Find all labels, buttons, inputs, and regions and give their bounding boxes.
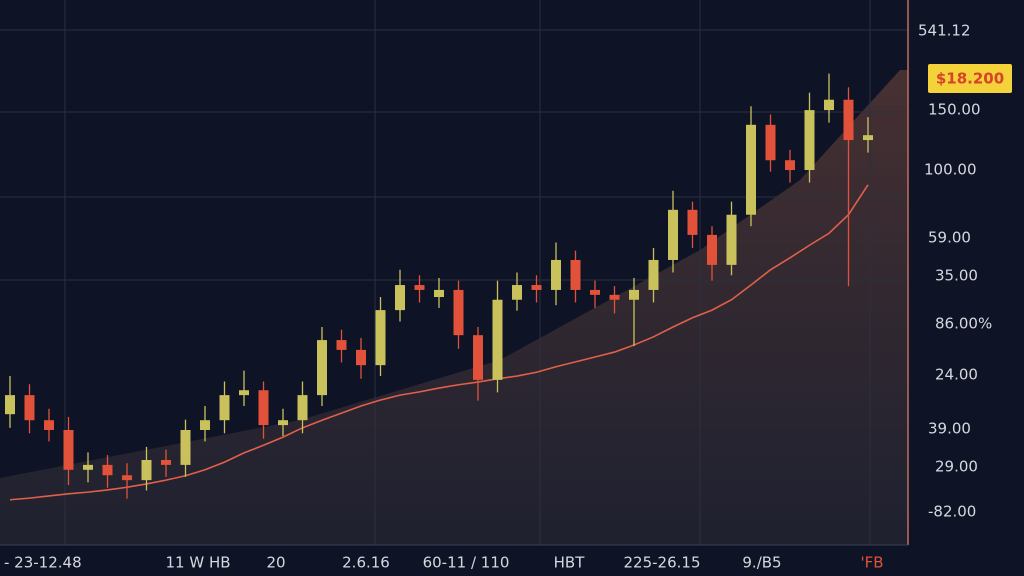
x-label: 20 [266,554,285,572]
candle-body [434,289,444,298]
shaded-area [0,70,908,545]
grid [0,0,908,545]
candle-body [570,259,581,290]
candle-body [180,430,191,465]
x-label: - 23-12.48 [4,554,82,572]
x-axis-labels: - 23-12.48 11 W HB 20 2.6.16 60-11 / 110… [4,554,884,572]
y-label: 541.12 [918,22,971,40]
candle-body [200,420,210,431]
y-axis-labels: 541.12 150.00 100.00 59.00 35.00 86.00% … [918,22,992,521]
y-label: 59.00 [928,229,971,247]
y-label: 24.00 [935,366,978,384]
candle-body [395,285,405,311]
x-label: 225-26.15 [624,554,701,572]
x-label: 11 W HB [165,554,230,572]
candle-body [219,395,230,421]
candle-body [44,420,54,431]
candle-body [648,259,659,290]
candles [5,73,873,499]
candle-body [804,110,815,171]
candle-body [531,285,542,290]
candle-body [843,99,854,141]
x-label: HBT [554,554,586,572]
candle-body [141,459,152,481]
y-label: 86.00% [935,315,992,333]
candle-body [785,160,795,171]
candle-body [687,209,698,235]
x-label: 60-11 / 110 [423,554,510,572]
candle-body [24,395,35,421]
price-tag-box [928,64,1012,93]
candle-body [824,99,834,111]
y-label: -82.00 [928,503,976,521]
candle-body [278,420,288,426]
candle-body [258,390,269,426]
candle-body [551,259,561,290]
y-label: 39.00 [928,420,971,438]
candle-body [629,289,639,300]
y-label: 100.00 [924,161,977,179]
candle-body [746,124,756,215]
candle-body [609,294,620,300]
candle-body [668,209,678,260]
candle-body [336,340,347,350]
candle-body [161,459,171,465]
candle-body [83,464,93,470]
candle-body [707,234,717,265]
candle-body [590,289,600,295]
candle-body [473,335,483,380]
candle-body [765,124,776,161]
moving-average [9,184,869,501]
x-label: 9./B5 [742,554,781,572]
y-label: 29.00 [935,458,978,476]
candle-body [453,289,464,336]
candle-body [863,135,873,141]
candle-body [317,340,327,396]
candle-body [356,349,366,366]
price-tag: $18.200 [936,70,1004,88]
y-label: 35.00 [935,267,978,285]
x-label: 'FB [860,554,883,572]
candle-body [63,430,74,470]
candle-body [375,310,386,366]
candle-body [512,285,522,300]
candle-body [102,464,113,476]
candle-body [5,395,15,415]
candle-body [297,395,308,421]
x-label: 2.6.16 [342,554,390,572]
candle-body [414,285,425,290]
candle-body [239,390,249,396]
candle-body [122,475,132,481]
y-label: 150.00 [928,101,981,119]
candle-body [726,214,737,265]
candle-body [492,299,503,380]
